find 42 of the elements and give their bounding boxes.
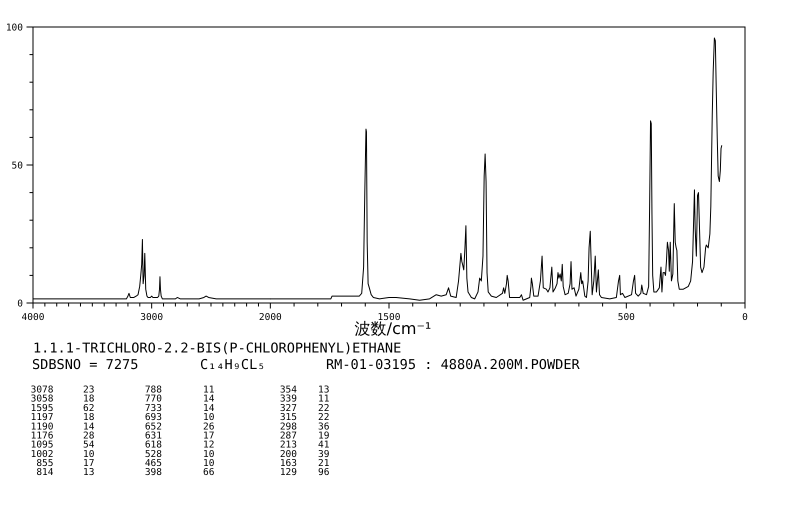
text: 163 21 [280,458,330,470]
text: RM-01-03195 : 4880A.200M.POWDER [326,357,581,373]
text: 1197 18 [30,412,94,424]
text: 200 39 [280,448,330,460]
y-tick-label: 0 [17,298,24,310]
text: 213 41 [280,440,330,451]
text: 339 11 [280,394,330,405]
text: 327 22 [280,402,330,414]
y-tick-label: 100 [6,22,24,34]
text: C₁₄H₉CL₅ [200,357,266,373]
text: 287 19 [280,430,330,442]
text: 315 22 [280,412,330,424]
text: 129 96 [280,467,330,478]
text: 855 17 [36,458,94,470]
text: 398 66 [144,467,214,478]
text: 693 10 [144,412,214,424]
text: 631 17 [144,430,214,442]
text: 1176 28 [30,430,94,442]
text: 1595 62 [30,402,94,414]
x-tick-label: 0 [742,312,748,323]
text: 788 11 [144,384,214,396]
text: 1.1.1-TRICHLORO-2.2-BIS(P-CHLOROPHENYL)ETHANE [33,340,402,356]
text: 465 10 [144,458,214,470]
x-tick-label: 2000 [258,312,282,323]
text: 814 13 [36,467,94,478]
text: 652 26 [144,421,214,432]
text: 733 14 [144,402,214,414]
text: 1095 54 [30,440,94,451]
text: 3078 23 [30,384,94,396]
text: 298 36 [280,421,330,432]
y-tick-label: 50 [12,160,24,172]
text: 1002 10 [30,448,94,460]
text: 618 12 [144,440,214,451]
text: 528 10 [144,448,214,460]
x-tick-label: 500 [618,312,636,323]
text: 770 14 [144,394,214,405]
text: 3058 18 [30,394,94,405]
x-tick-label: 4000 [22,312,45,323]
x-tick-label: 3000 [140,312,164,323]
text: 1190 14 [30,421,94,432]
text: 354 13 [280,384,330,396]
text: SDBSNO = 7275 [32,357,138,373]
